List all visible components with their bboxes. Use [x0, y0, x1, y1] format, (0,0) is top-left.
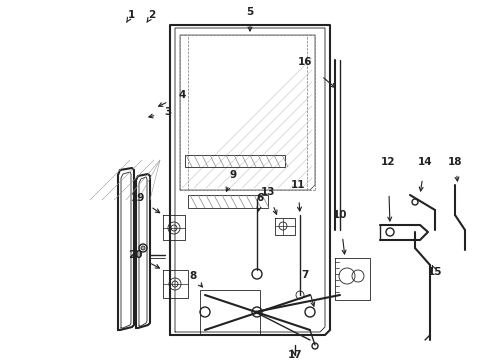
Text: 14: 14 — [417, 157, 432, 167]
Text: 4: 4 — [178, 90, 186, 100]
Text: 9: 9 — [229, 170, 237, 180]
Text: 11: 11 — [291, 180, 305, 190]
Text: 10: 10 — [333, 210, 347, 220]
Text: 2: 2 — [148, 10, 156, 20]
Text: 19: 19 — [131, 193, 145, 203]
Bar — [188, 195, 268, 208]
Text: 16: 16 — [298, 57, 312, 67]
Text: 17: 17 — [288, 350, 302, 360]
Text: 7: 7 — [301, 270, 309, 280]
Text: 3: 3 — [164, 107, 171, 117]
Bar — [200, 290, 260, 335]
Text: 8: 8 — [189, 271, 196, 281]
Circle shape — [141, 246, 145, 250]
Text: 12: 12 — [381, 157, 395, 167]
Text: 15: 15 — [428, 267, 442, 277]
Text: 1: 1 — [127, 10, 135, 20]
Bar — [185, 155, 285, 167]
Text: 6: 6 — [256, 193, 264, 203]
Text: 5: 5 — [246, 7, 254, 17]
Text: 20: 20 — [128, 250, 142, 260]
Text: 13: 13 — [261, 187, 275, 197]
Text: 18: 18 — [448, 157, 462, 167]
